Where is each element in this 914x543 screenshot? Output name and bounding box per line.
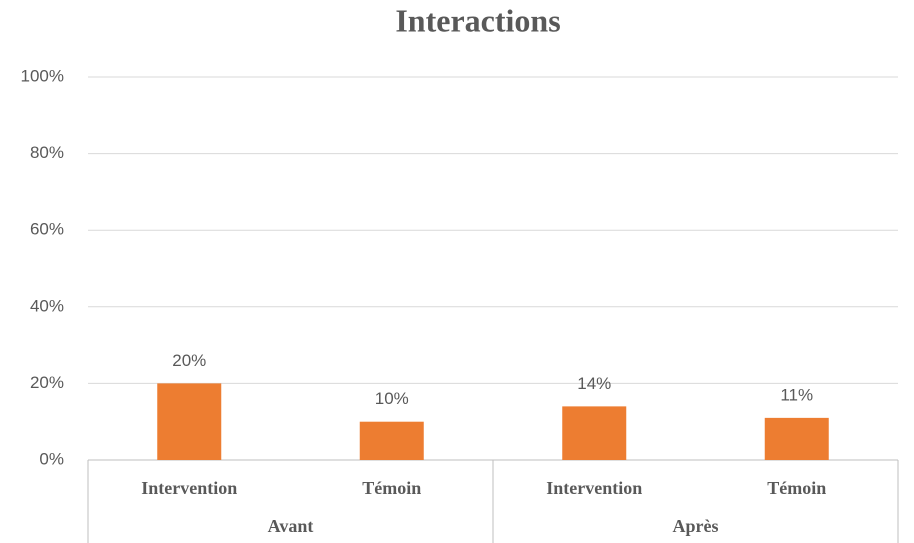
y-tick-label: 40% bbox=[30, 296, 64, 315]
group-label: Après bbox=[673, 516, 719, 536]
y-tick-label: 100% bbox=[21, 66, 64, 85]
chart-title: Interactions bbox=[395, 2, 560, 38]
y-tick-label: 20% bbox=[30, 373, 64, 392]
data-label: 14% bbox=[577, 374, 611, 393]
x-tick-label: Intervention bbox=[141, 478, 237, 498]
bar bbox=[359, 421, 424, 460]
x-tick-label: Témoin bbox=[767, 478, 826, 498]
x-tick-label: Témoin bbox=[362, 478, 421, 498]
data-label: 10% bbox=[375, 389, 409, 408]
group-label: Avant bbox=[268, 516, 314, 536]
data-label: 20% bbox=[172, 351, 206, 370]
bar bbox=[562, 406, 627, 460]
bar bbox=[157, 383, 222, 460]
y-tick-label: 80% bbox=[30, 143, 64, 162]
data-label: 11% bbox=[780, 385, 813, 404]
x-tick-label: Intervention bbox=[546, 478, 642, 498]
y-tick-label: 0% bbox=[39, 449, 64, 468]
y-tick-label: 60% bbox=[30, 220, 64, 239]
bar bbox=[764, 417, 829, 460]
